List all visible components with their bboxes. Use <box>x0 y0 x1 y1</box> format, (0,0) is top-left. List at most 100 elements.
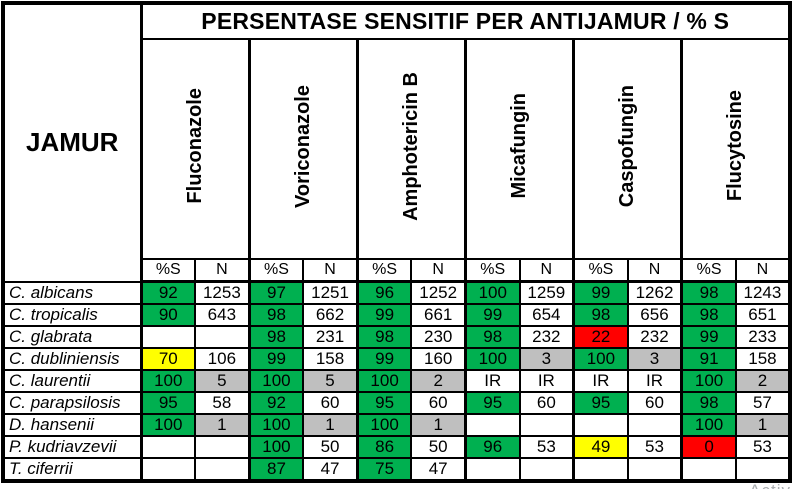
column-header-label: Caspofungin <box>616 84 639 208</box>
subheader-percent-s: %S <box>247 258 305 283</box>
subheader-row: %S N %S N %S N %S N %S N %S N <box>3 258 792 283</box>
table-row: D. hansenii 100 1 100 1 100 1 100 1 <box>2 413 792 437</box>
cell-value: 96 <box>355 280 413 305</box>
cell-value: 92 <box>247 391 305 415</box>
cell-value <box>139 435 197 459</box>
cell-value: 2 <box>734 369 792 393</box>
cell-value: 49 <box>572 435 629 459</box>
subheader-n: N <box>302 258 359 283</box>
cell-value: IR <box>463 369 521 393</box>
table-row: C. albicans 92 1253 97 1251 96 1252 100 1259 99 12… <box>2 280 792 305</box>
species-name: P. kudriavzevii <box>2 435 143 459</box>
cell-value: 100 <box>680 369 737 393</box>
cell-value: 99 <box>355 347 413 371</box>
cell-value: 3 <box>626 347 683 371</box>
cell-value: 57 <box>734 391 792 415</box>
cell-value: 158 <box>734 347 792 371</box>
cell-value: 100 <box>247 435 305 459</box>
cell-value: 91 <box>680 347 737 371</box>
column-header-label: Micafungin <box>508 93 531 199</box>
subheader-n: N <box>410 258 467 283</box>
subheader-n: N <box>626 258 683 283</box>
cell-value: 92 <box>139 280 197 305</box>
species-name: C. laurentii <box>2 369 143 393</box>
cell-value: 99 <box>680 325 737 349</box>
cell-value <box>194 435 251 459</box>
cell-value: 643 <box>194 303 251 327</box>
cell-value <box>463 413 521 437</box>
cell-value: 1 <box>410 413 467 437</box>
cell-value: 98 <box>680 280 737 305</box>
table-row: T. ciferrii 87 47 75 47 <box>2 457 792 482</box>
column-header-voriconazole: Voriconazole <box>247 38 359 260</box>
cell-value: 1251 <box>302 280 359 305</box>
cell-value: 1 <box>302 413 359 437</box>
cell-value: 98 <box>680 391 737 415</box>
cell-value: 5 <box>194 369 251 393</box>
subheader-percent-s: %S <box>355 258 413 283</box>
cell-value: 100 <box>463 280 521 305</box>
cell-value: 98 <box>680 303 737 327</box>
cell-value: 100 <box>355 413 413 437</box>
subheader-n: N <box>194 258 251 283</box>
column-header-label: Amphotericin B <box>399 71 422 221</box>
cell-value: 100 <box>139 413 197 437</box>
cell-value <box>139 325 197 349</box>
species-name: C. parapsilosis <box>2 391 143 415</box>
cell-value: 47 <box>302 457 359 482</box>
cell-value <box>626 457 683 482</box>
cell-value: 50 <box>302 435 359 459</box>
cell-value: 60 <box>518 391 575 415</box>
cell-value: 96 <box>463 435 521 459</box>
cell-value: 60 <box>410 391 467 415</box>
antifungal-sensitivity-table: JAMUR PERSENTASE SENSITIF PER ANTIJAMUR … <box>1 1 792 483</box>
species-name: D. hansenii <box>2 413 143 437</box>
drug-header-row: Fluconazole Voriconazole Amphotericin B … <box>3 38 792 260</box>
cell-value: 95 <box>572 391 629 415</box>
cell-value: 50 <box>410 435 467 459</box>
cell-value <box>734 457 792 482</box>
cell-value <box>572 413 629 437</box>
cell-value: 160 <box>410 347 467 371</box>
column-header-caspofungin: Caspofungin <box>572 38 683 260</box>
cell-value: 60 <box>626 391 683 415</box>
species-name: C. tropicalis <box>2 303 143 327</box>
cell-value: 98 <box>463 325 521 349</box>
cell-value: 53 <box>626 435 683 459</box>
cell-value: 158 <box>302 347 359 371</box>
cell-value: 87 <box>247 457 305 482</box>
column-header-label: Fluconazole <box>183 88 206 204</box>
cell-value: 22 <box>572 325 629 349</box>
cell-value <box>463 457 521 482</box>
cell-value: 95 <box>355 391 413 415</box>
cell-value: 95 <box>139 391 197 415</box>
column-header-label: Flucytosine <box>724 90 747 202</box>
cell-value: IR <box>572 369 629 393</box>
species-name: C. albicans <box>2 280 143 305</box>
table-row: C. parapsilosis 95 58 92 60 95 60 95 60 95 60 98 57 <box>2 391 792 415</box>
cell-value: 98 <box>247 303 305 327</box>
cell-value: 230 <box>410 325 467 349</box>
cell-value: 1262 <box>626 280 683 305</box>
subheader-percent-s: %S <box>463 258 521 283</box>
cell-value: 100 <box>247 413 305 437</box>
cell-value: 1 <box>194 413 251 437</box>
cell-value <box>194 325 251 349</box>
cell-value: 232 <box>626 325 683 349</box>
column-header-fluconazole: Fluconazole <box>139 38 251 260</box>
subheader-percent-s: %S <box>680 258 737 283</box>
cell-value <box>194 457 251 482</box>
cell-value: 99 <box>463 303 521 327</box>
cell-value: 99 <box>355 303 413 327</box>
cell-value: 75 <box>355 457 413 482</box>
column-header-label: Voriconazole <box>291 84 314 208</box>
title-row: JAMUR PERSENTASE SENSITIF PER ANTIJAMUR … <box>2 2 791 283</box>
subheader-percent-s: %S <box>139 258 197 283</box>
cell-value: 232 <box>518 325 575 349</box>
cell-value: 1 <box>734 413 792 437</box>
column-header-micafungin: Micafungin <box>463 38 575 260</box>
table-row: C. glabrata 98 231 98 230 98 232 22 232 99 233 <box>2 325 792 349</box>
cell-value <box>518 457 575 482</box>
cell-value: 60 <box>302 391 359 415</box>
cell-value: 662 <box>302 303 359 327</box>
